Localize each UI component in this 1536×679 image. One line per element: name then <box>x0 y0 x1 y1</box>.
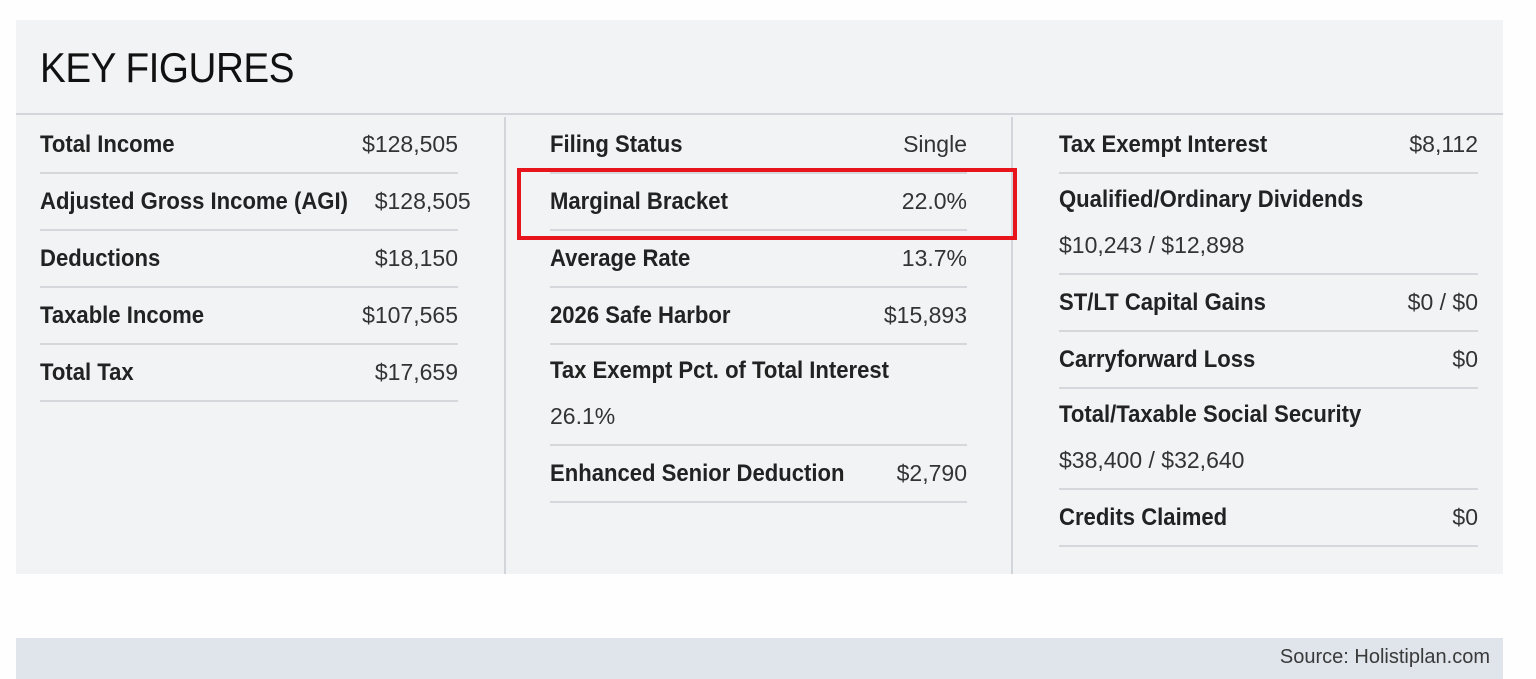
figure-value: $10,243 / $12,898 <box>1059 232 1245 258</box>
figure-label: Taxable Income <box>40 302 205 329</box>
source-credit: Source: Holistiplan.com <box>1279 646 1490 668</box>
key-figure-row: Taxable Income $107,565 <box>40 288 458 345</box>
figure-value: 26.1% <box>550 403 616 429</box>
figure-value: $15,893 <box>883 302 967 328</box>
key-figure-row: ST/LT Capital Gains $0 / $0 <box>1059 275 1478 332</box>
figure-label: Total/Taxable Social Security <box>1059 401 1362 428</box>
figure-value: $128,505 <box>374 188 471 214</box>
key-figures-card: KEY FIGURES Total Income $128,505 Adjusted… <box>16 20 1503 574</box>
figure-label: Adjusted Gross Income (AGI) <box>40 188 348 215</box>
column-divider <box>504 117 506 574</box>
card-title: KEY FIGURES <box>40 44 295 91</box>
key-figure-row: Total/Taxable Social Security $38,400 / $… <box>1059 389 1478 490</box>
key-figure-row: 2026 Safe Harbor $15,893 <box>550 288 967 345</box>
key-figure-row: Carryforward Loss $0 <box>1059 332 1478 389</box>
figure-label: Qualified/Ordinary Dividends <box>1059 186 1364 213</box>
key-figure-row: Tax Exempt Interest $8,112 <box>1059 117 1478 174</box>
figure-label: Tax Exempt Pct. of Total Interest <box>550 357 890 384</box>
figure-label: Average Rate <box>550 245 691 272</box>
column-investments: Tax Exempt Interest $8,112 Qualified/Ordin… <box>1059 117 1478 547</box>
key-figure-row: Credits Claimed $0 <box>1059 490 1478 547</box>
figure-value: $18,150 <box>374 245 458 271</box>
figure-value: $8,112 <box>1409 131 1478 157</box>
key-figure-row: Deductions $18,150 <box>40 231 458 288</box>
key-figure-row: Qualified/Ordinary Dividends $10,243 / $1… <box>1059 174 1478 275</box>
figure-value: $0 / $0 <box>1407 289 1478 315</box>
figure-label: Filing Status <box>550 131 683 158</box>
figure-value: $38,400 / $32,640 <box>1059 447 1245 473</box>
figure-label: Enhanced Senior Deduction <box>550 460 845 487</box>
footer-bar: Source: Holistiplan.com <box>16 638 1503 679</box>
figure-label: Tax Exempt Interest <box>1059 131 1268 158</box>
key-figure-row: Enhanced Senior Deduction $2,790 <box>550 446 967 503</box>
figure-value: $0 <box>1452 346 1478 372</box>
figure-label: Carryforward Loss <box>1059 346 1256 373</box>
figure-value: 13.7% <box>901 245 967 271</box>
figure-label: Deductions <box>40 245 161 272</box>
figure-value: Single <box>903 131 967 157</box>
figure-value: $0 <box>1452 504 1478 530</box>
key-figure-row: Tax Exempt Pct. of Total Interest 26.1% <box>550 345 967 446</box>
figure-label: Marginal Bracket <box>550 188 728 215</box>
card-header: KEY FIGURES <box>16 20 1503 115</box>
key-figure-row: Filing Status Single <box>550 117 967 174</box>
key-figure-row: Total Tax $17,659 <box>40 345 458 402</box>
figure-label: Credits Claimed <box>1059 504 1228 531</box>
figure-label: ST/LT Capital Gains <box>1059 289 1266 316</box>
figure-value: 22.0% <box>901 188 967 214</box>
figure-label: Total Tax <box>40 359 134 386</box>
column-rates: Filing Status Single Marginal Bracket 22.0%… <box>550 117 967 503</box>
figure-value: $128,505 <box>362 131 458 157</box>
figure-value: $107,565 <box>362 302 458 328</box>
figure-value: $17,659 <box>374 359 458 385</box>
column-divider <box>1011 117 1013 574</box>
key-figure-row: Average Rate 13.7% <box>550 231 967 288</box>
figure-value: $2,790 <box>896 460 967 486</box>
figure-label: Total Income <box>40 131 175 158</box>
figure-label: 2026 Safe Harbor <box>550 302 731 329</box>
key-figure-row: Total Income $128,505 <box>40 117 458 174</box>
column-income: Total Income $128,505 Adjusted Gross Incom… <box>40 117 471 402</box>
key-figure-row: Marginal Bracket 22.0% <box>550 174 967 231</box>
key-figure-row: Adjusted Gross Income (AGI) $128,505 <box>40 174 471 231</box>
